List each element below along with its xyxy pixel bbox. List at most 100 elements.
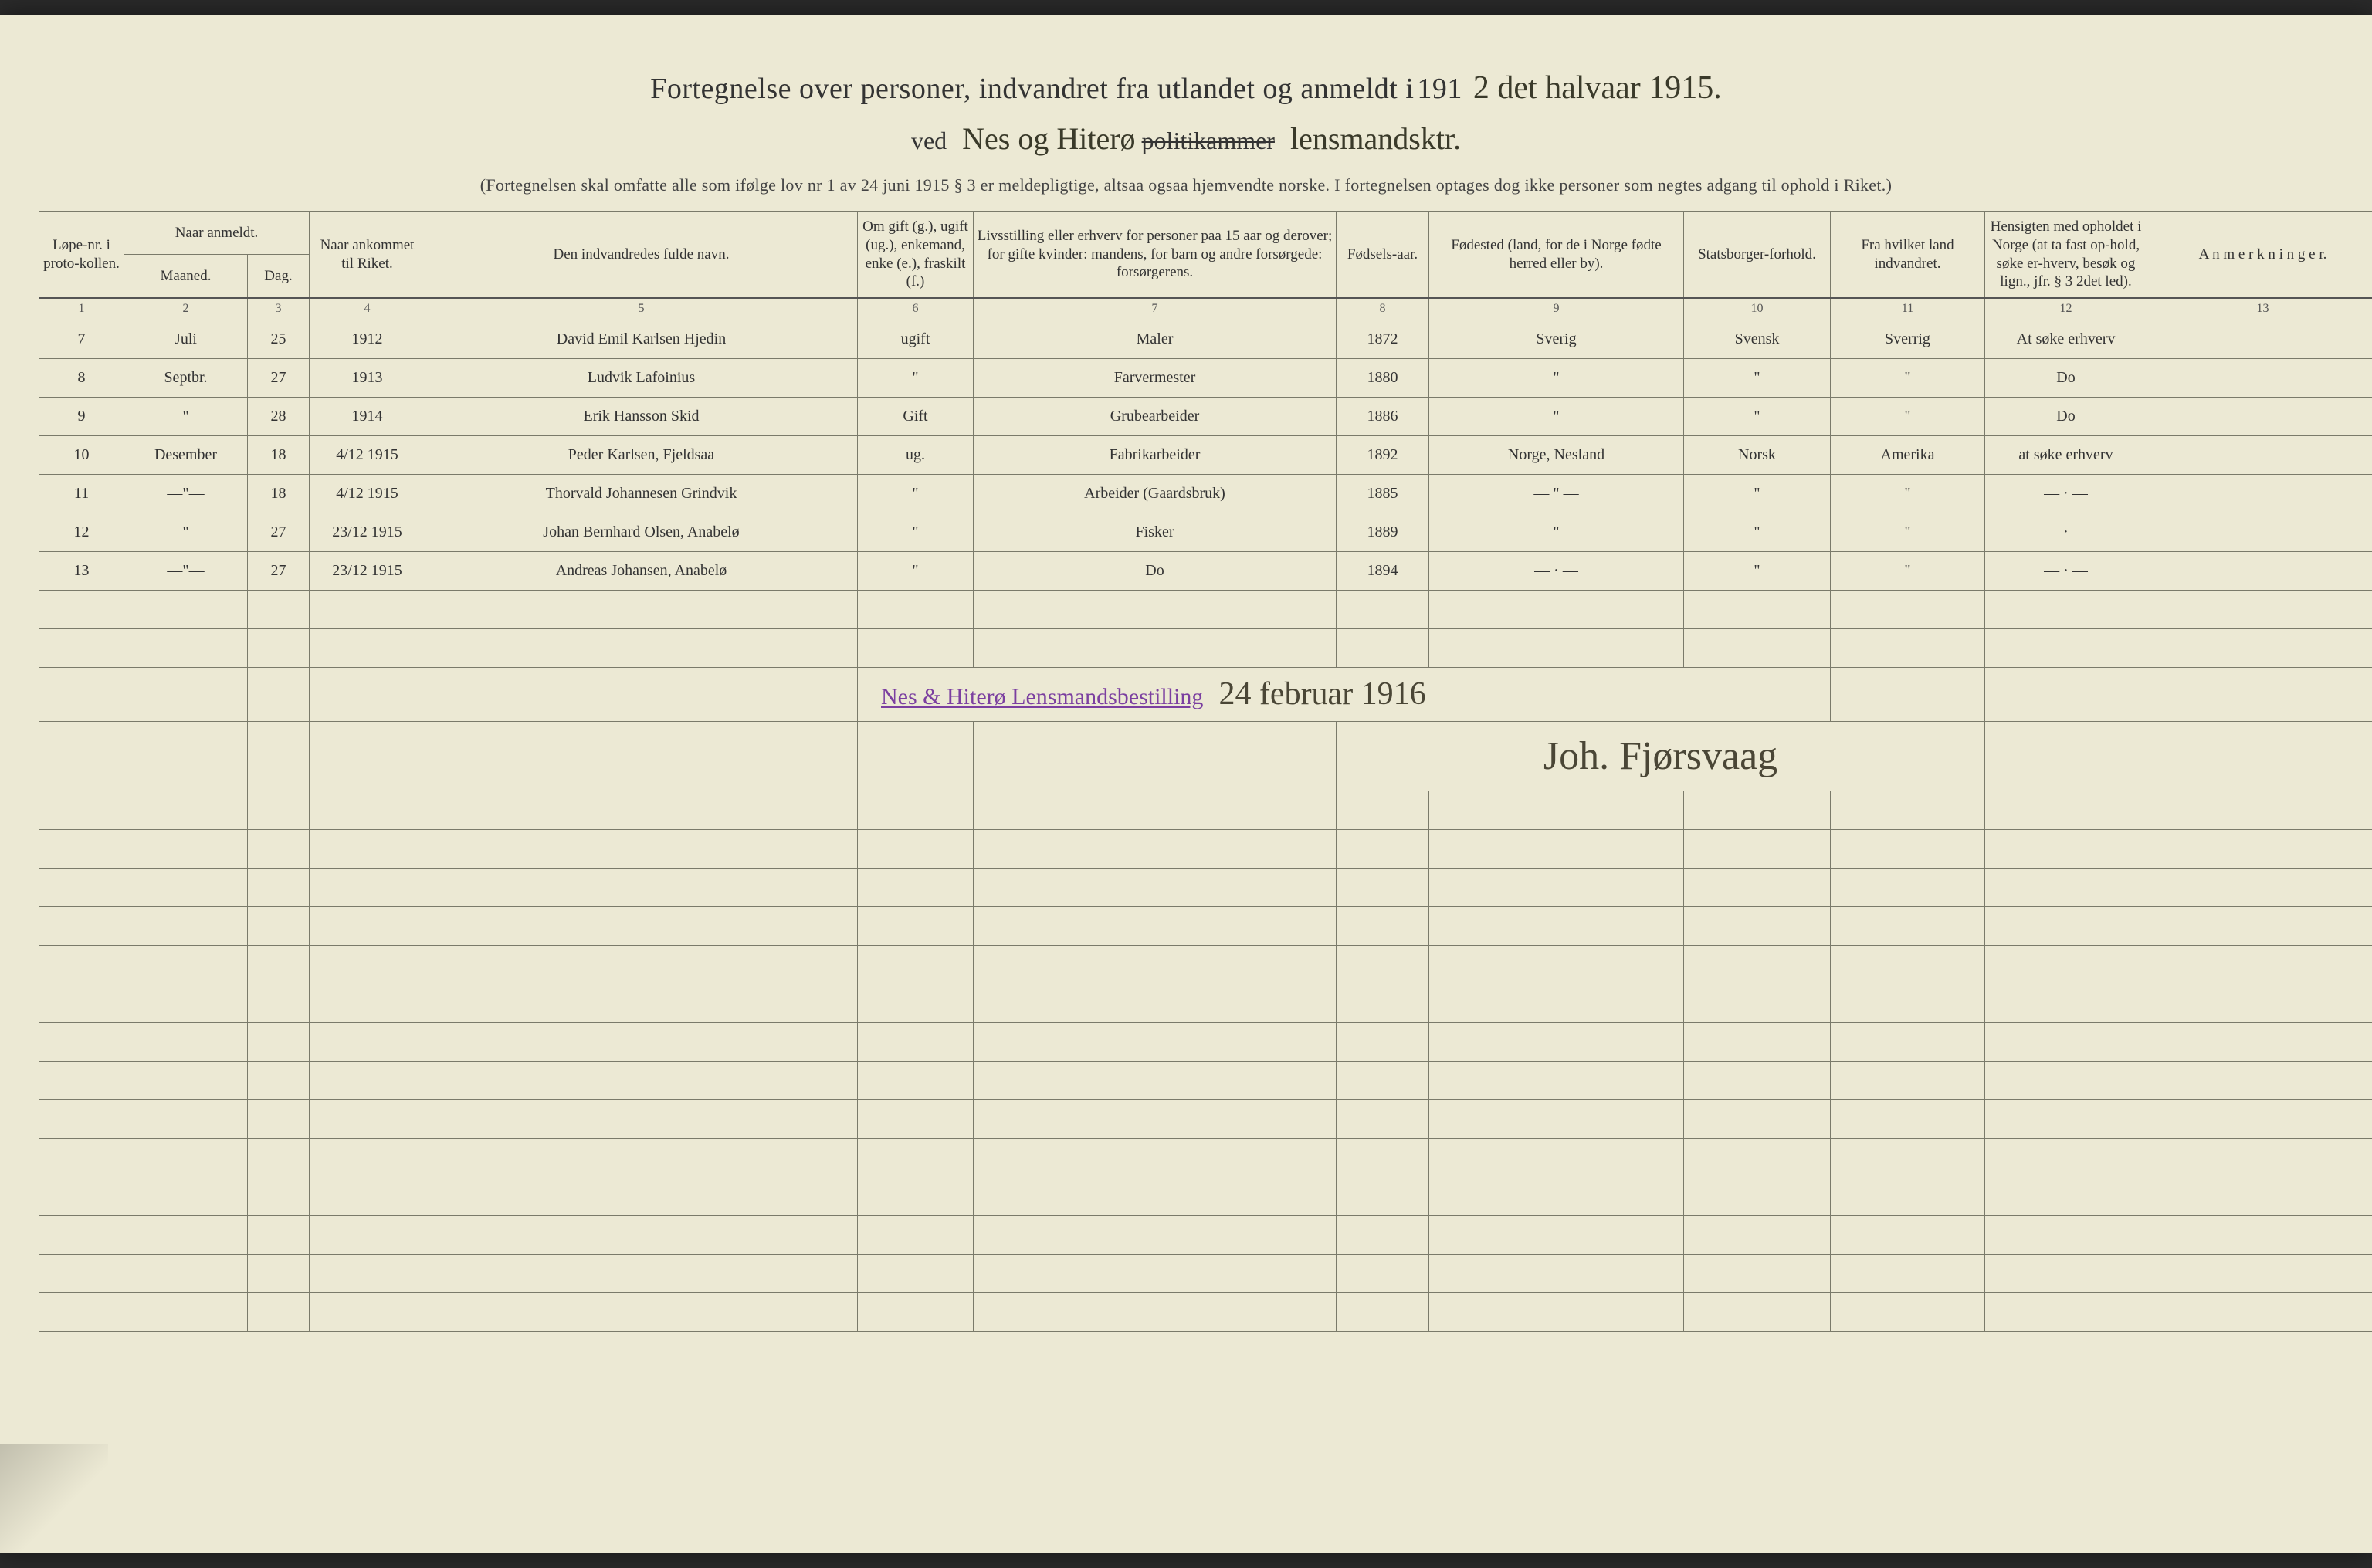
empty-cell [1429,1061,1684,1099]
empty-cell [248,791,310,829]
row-day: 28 [248,397,310,435]
row-name: Ludvik Lafoinius [425,358,858,397]
colnum: 7 [974,298,1337,320]
title-struck: 191 [1417,72,1462,106]
row-purpose: Do [1985,358,2147,397]
row-name: David Emil Karlsen Hjedin [425,320,858,358]
row-arrived: 23/12 1915 [310,513,425,551]
row-month: Desember [124,435,248,474]
empty-row [39,791,2372,829]
row-day: 27 [248,513,310,551]
empty-cell [1684,868,1831,906]
row-day: 27 [248,551,310,590]
empty-cell [124,1254,248,1292]
empty-cell [2147,1254,2372,1292]
empty-cell [1831,590,1985,628]
empty-cell [2147,1215,2372,1254]
empty-cell [39,1061,124,1099]
col-12-header: Hensigten med opholdet i Norge (at ta fa… [1985,212,2147,299]
empty-cell [310,984,425,1022]
empty-cell [1684,1177,1831,1215]
col-5-header: Den indvandredes fulde navn. [425,212,858,299]
row-occupation: Farvermester [974,358,1337,397]
empty-cell [2147,1022,2372,1061]
row-birthyear: 1894 [1337,551,1429,590]
empty-cell [425,868,858,906]
row-num: 12 [39,513,124,551]
empty-cell [1337,945,1429,984]
empty-cell [1831,1022,1985,1061]
subtitle-struck: politikammer [1142,127,1275,154]
empty-cell [2147,984,2372,1022]
empty-cell [1684,1061,1831,1099]
empty-cell [1831,667,1985,721]
empty-cell [248,1061,310,1099]
empty-cell [1684,1138,1831,1177]
row-name: Peder Karlsen, Fjeldsaa [425,435,858,474]
empty-cell [425,1061,858,1099]
col-2-top-header: Naar anmeldt. [124,212,310,255]
empty-cell [1337,628,1429,667]
empty-cell [1429,1138,1684,1177]
empty-cell [39,906,124,945]
row-remarks [2147,513,2372,551]
empty-cell [310,945,425,984]
page-header: Fortegnelse over personer, indvandret fr… [39,69,2333,195]
row-birthyear: 1892 [1337,435,1429,474]
empty-cell [858,868,974,906]
empty-cell [1684,1099,1831,1138]
empty-cell [39,1138,124,1177]
row-remarks [2147,397,2372,435]
empty-row [39,945,2372,984]
empty-cell [248,721,310,791]
empty-cell [1337,1061,1429,1099]
signature-row: Joh. Fjørsvaag [39,721,2372,791]
col-10-header: Statsborger-forhold. [1684,212,1831,299]
row-arrived: 1913 [310,358,425,397]
empty-cell [39,945,124,984]
empty-cell [1429,1215,1684,1254]
empty-cell [39,1292,124,1331]
title-prefix: Fortegnelse over personer, indvandret fr… [650,72,1414,106]
table-row: 10Desember184/12 1915Peder Karlsen, Fjel… [39,435,2372,474]
empty-cell [858,590,974,628]
empty-cell [425,628,858,667]
empty-cell [1337,1099,1429,1138]
empty-cell [124,906,248,945]
empty-cell [248,984,310,1022]
empty-cell [310,721,425,791]
empty-cell [1985,590,2147,628]
empty-cell [1429,628,1684,667]
empty-cell [1684,984,1831,1022]
colnum: 12 [1985,298,2147,320]
row-from: " [1831,397,1985,435]
empty-cell [858,1254,974,1292]
row-num: 10 [39,435,124,474]
empty-cell [974,1061,1337,1099]
empty-cell [1684,906,1831,945]
empty-cell [1831,1292,1985,1331]
empty-cell [858,1022,974,1061]
empty-cell [248,868,310,906]
empty-cell [1985,667,2147,721]
empty-row [39,1138,2372,1177]
empty-cell [124,1022,248,1061]
empty-cell [1684,1292,1831,1331]
empty-row [39,1292,2372,1331]
empty-row [39,906,2372,945]
empty-cell [1831,1099,1985,1138]
empty-cell [425,1215,858,1254]
row-birthplace: — " — [1429,513,1684,551]
empty-cell [1684,829,1831,868]
row-from: " [1831,513,1985,551]
table-row: 11—"—184/12 1915Thorvald Johannesen Grin… [39,474,2372,513]
empty-cell [974,906,1337,945]
row-status: ugift [858,320,974,358]
col-8-header: Fødsels-aar. [1337,212,1429,299]
row-birthyear: 1886 [1337,397,1429,435]
empty-cell [1337,906,1429,945]
empty-cell [858,906,974,945]
col-2b-header: Dag. [248,254,310,298]
col-13-header: A n m e r k n i n g e r. [2147,212,2372,299]
row-num: 8 [39,358,124,397]
